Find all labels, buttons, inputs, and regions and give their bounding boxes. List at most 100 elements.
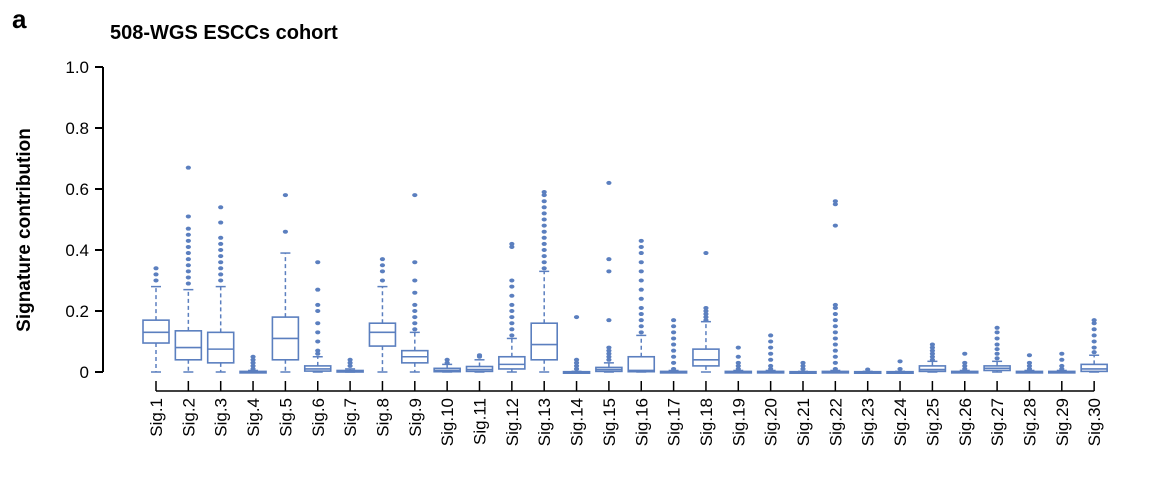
outlier-point <box>153 272 159 277</box>
y-tick-label: 0.4 <box>65 241 89 260</box>
outlier-point <box>1091 321 1097 326</box>
box-sig-8 <box>368 257 397 373</box>
outlier-point <box>897 366 903 371</box>
x-tick-label: Sig.5 <box>276 398 295 437</box>
outlier-point <box>703 309 709 313</box>
outlier-point <box>671 348 677 353</box>
outlier-point <box>832 330 838 335</box>
outlier-point <box>509 244 515 249</box>
outlier-point <box>185 281 191 286</box>
outlier-point <box>509 278 515 283</box>
outlier-point <box>218 235 224 240</box>
outlier-point <box>509 321 515 326</box>
outlier-point <box>412 309 418 313</box>
box-iqr <box>498 355 526 370</box>
outlier-point <box>509 327 515 332</box>
outlier-point <box>735 366 741 371</box>
outlier-point <box>606 318 612 323</box>
outlier-point <box>768 357 774 362</box>
outlier-point <box>638 287 644 292</box>
box-iqr <box>627 355 656 373</box>
outlier-point <box>671 324 677 329</box>
box-sig-7 <box>336 357 364 373</box>
outlier-point <box>476 353 483 358</box>
outlier-point <box>541 211 547 216</box>
outlier-point <box>638 244 644 249</box>
box-iqr <box>530 322 559 361</box>
outlier-point <box>865 367 871 372</box>
x-tick-label: Sig.19 <box>729 398 748 446</box>
outlier-point <box>541 217 547 222</box>
box-sig-12 <box>498 241 526 373</box>
outlier-point <box>832 354 838 359</box>
outlier-point <box>703 251 709 256</box>
x-tick-label: Sig.7 <box>341 398 360 437</box>
outlier-point <box>832 302 838 307</box>
box-sig-5 <box>271 193 300 373</box>
box-sig-29 <box>1048 351 1076 374</box>
box-sig-2 <box>174 165 203 373</box>
outlier-point <box>315 348 321 353</box>
outlier-point <box>573 315 580 320</box>
outlier-point <box>185 165 191 170</box>
outlier-point <box>250 363 256 368</box>
outlier-point <box>994 356 1000 361</box>
box-series <box>142 165 1108 374</box>
outlier-point <box>1091 350 1097 355</box>
outlier-point <box>541 190 547 195</box>
box-sig-23 <box>853 367 882 374</box>
y-tick-label: 0 <box>80 363 89 382</box>
outlier-point <box>1059 351 1065 356</box>
outlier-point <box>638 324 644 329</box>
x-tick-label: Sig.8 <box>373 398 392 437</box>
outlier-point <box>347 363 353 368</box>
y-tick-label: 0.2 <box>65 302 89 321</box>
outlier-point <box>412 193 418 198</box>
outlier-point <box>509 315 515 320</box>
x-tick-label: Sig.4 <box>244 398 263 437</box>
outlier-point <box>994 330 1000 335</box>
x-tick-label: Sig.29 <box>1053 398 1072 446</box>
outlier-point <box>412 260 418 265</box>
outlier-point <box>735 360 741 365</box>
outlier-point <box>185 257 191 262</box>
outlier-point <box>1026 353 1033 358</box>
outlier-point <box>606 354 612 359</box>
outlier-point <box>929 357 936 362</box>
y-tick-label: 1.0 <box>65 58 89 77</box>
outlier-point <box>185 214 191 219</box>
box-sig-20 <box>756 333 785 374</box>
outlier-point <box>638 238 644 243</box>
outlier-point <box>412 302 418 307</box>
box-iqr <box>368 322 397 347</box>
outlier-point <box>541 241 547 246</box>
outlier-point <box>638 312 644 317</box>
outlier-point <box>638 278 644 283</box>
panel-letter: a <box>12 4 27 34</box>
outlier-point <box>218 248 224 252</box>
outlier-point <box>994 347 1000 352</box>
outlier-point <box>250 354 256 359</box>
box-sig-30 <box>1080 318 1108 373</box>
outlier-point <box>185 238 191 243</box>
outlier-point <box>541 193 547 198</box>
outlier-point <box>250 357 256 362</box>
outlier-point <box>573 357 580 362</box>
outlier-point <box>832 366 838 371</box>
outlier-point <box>185 232 191 237</box>
box-iqr <box>174 330 203 361</box>
outlier-point <box>638 260 644 265</box>
outlier-point <box>153 278 159 283</box>
outlier-point <box>638 269 644 274</box>
outlier-point <box>703 315 709 320</box>
outlier-point <box>1091 318 1097 323</box>
box-sig-19 <box>724 345 753 374</box>
outlier-point <box>1059 363 1065 368</box>
outlier-point <box>1091 339 1097 344</box>
x-tick-label: Sig.17 <box>665 398 684 446</box>
outlier-point <box>703 318 709 323</box>
outlier-point <box>929 342 936 347</box>
outlier-point <box>800 360 806 365</box>
outlier-point <box>929 351 936 356</box>
x-tick-label: Sig.26 <box>956 398 975 446</box>
